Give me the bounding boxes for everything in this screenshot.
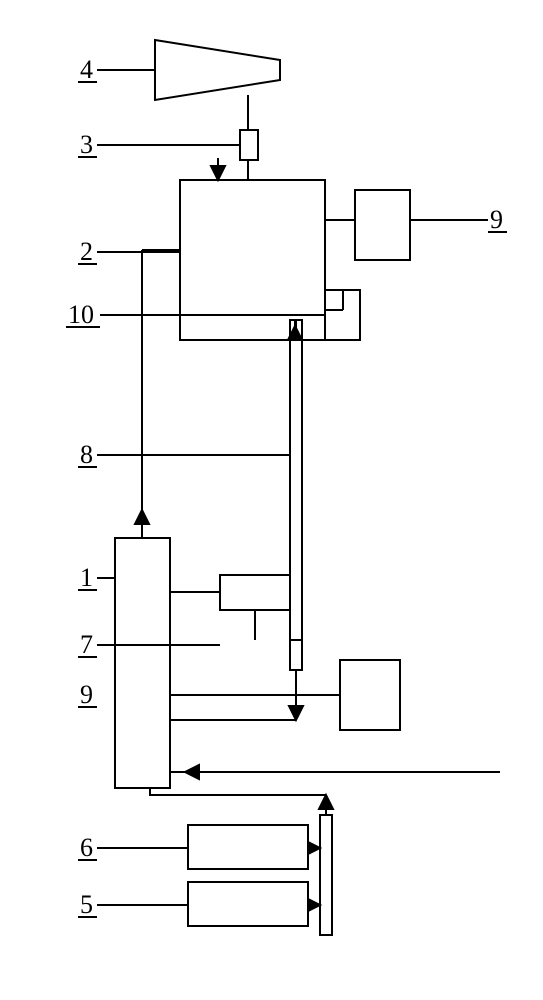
label-7: 7: [80, 630, 93, 659]
node-box3: [240, 130, 258, 160]
node-bar8: [290, 320, 302, 670]
label-1: 1: [80, 563, 93, 592]
label-9a: 9: [80, 680, 93, 709]
label-2: 2: [80, 237, 93, 266]
line-strip-to-box1: [150, 788, 326, 795]
node-box1: [115, 538, 170, 788]
node-strip56: [320, 815, 332, 935]
node-box4-trapezoid: [155, 40, 280, 100]
node-box5: [188, 882, 308, 926]
node-box7: [220, 575, 290, 610]
diagram-canvas: 4 3 2 10 8 1 7 9 6 5: [0, 0, 543, 1000]
inlet-box2-arrow: [211, 166, 225, 180]
node-box6: [188, 825, 308, 869]
arrow-bar8-down: [289, 706, 303, 720]
arrow-inlet-left: [185, 765, 199, 779]
label-9b: 9: [490, 205, 503, 234]
label-5: 5: [80, 890, 93, 919]
node-box9a: [340, 660, 400, 730]
node-box9b: [355, 190, 410, 260]
label-10: 10: [68, 300, 94, 329]
arrow-up-mid: [135, 510, 149, 524]
arrow-box6-strip: [308, 842, 320, 854]
labels: 4 3 2 10 8 1 7 9 6 5: [66, 55, 507, 919]
label-8: 8: [80, 440, 93, 469]
label-4: 4: [80, 55, 93, 84]
label-3: 3: [80, 130, 93, 159]
arrow-box5-strip: [308, 899, 320, 911]
label-6: 6: [80, 833, 93, 862]
arrow-strip-up: [319, 795, 333, 809]
